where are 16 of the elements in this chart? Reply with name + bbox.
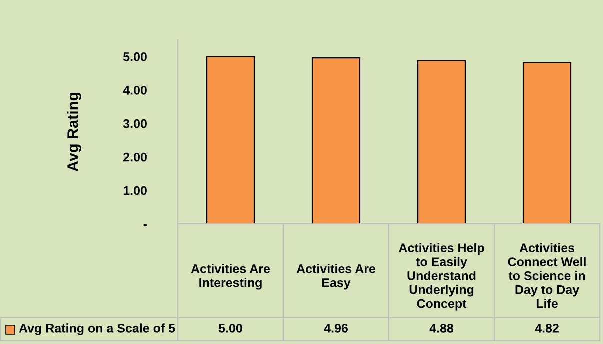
x-tick-label: Activities Are Easy [296,264,376,290]
y-axis-title: Avg Rating [67,92,82,172]
legend-label: Avg Rating on a Scale of 5 [19,324,176,336]
y-tick-label: 1.00 [124,186,147,196]
data-label: 4.82 [535,324,559,333]
x-tick-label: Activities Connect Well to Science in Day to Day Life [508,243,586,308]
data-label: 4.88 [430,324,454,333]
y-tick-label: - [144,224,147,226]
y-tick-label: 2.00 [124,152,147,162]
y-tick-label: 4.00 [123,86,147,95]
y-tick-label: 5.00 [124,52,147,62]
x-tick-label: Activities Help to Easily Understand Underlying Concept [398,243,484,311]
data-label: 5.00 [218,324,242,333]
y-tick-label: 3.00 [123,119,147,128]
data-label: 4.96 [324,324,348,333]
x-tick-label: Activities Are Interesting [191,264,270,290]
